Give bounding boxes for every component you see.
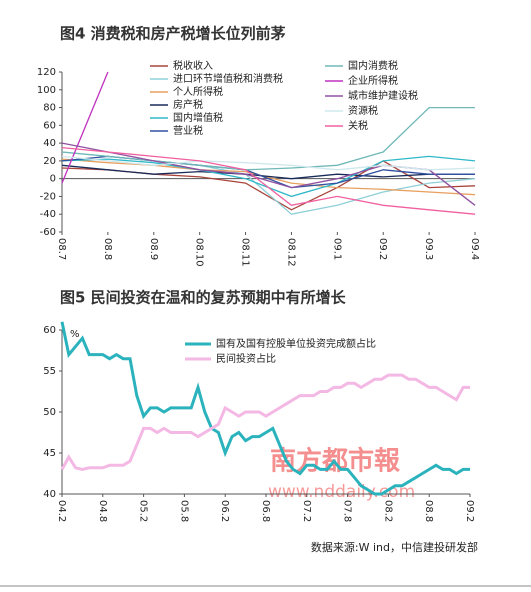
series-line <box>61 158 476 196</box>
legend-label: 税收收入 <box>173 59 213 72</box>
chart-title: 图5 民间投资在温和的复苏预期中有所增长 <box>60 289 347 307</box>
legend-label: 国内增值税 <box>173 111 223 124</box>
legend-label: 进口环节增值税和消费税 <box>173 72 283 85</box>
y-tick-label: 0 <box>50 174 56 185</box>
x-tick-label: 09.3 <box>423 238 434 260</box>
series-line <box>61 71 109 184</box>
legend-label: 企业所得税 <box>348 74 398 87</box>
y-tick-label: 120 <box>37 67 56 78</box>
legend-label: 城市维护建设税 <box>348 89 418 102</box>
x-tick-label: 04.8 <box>97 500 108 522</box>
series-line <box>61 155 476 171</box>
y-tick-label: -40 <box>40 209 56 220</box>
x-tick-label: 09.2 <box>464 500 475 522</box>
series-line <box>60 373 470 471</box>
y-tick-label: 40 <box>43 489 56 500</box>
legend-label: 资源税 <box>348 104 378 117</box>
x-tick-label: 04.2 <box>56 500 67 522</box>
y-tick-label: 50 <box>43 407 56 418</box>
x-tick-label: 08.10 <box>194 238 205 267</box>
x-tick-label: 09.1 <box>331 238 342 260</box>
x-tick-label: 09.2 <box>377 238 388 260</box>
legend-label: 关税 <box>348 119 368 132</box>
x-tick-label: 08.8 <box>423 500 434 522</box>
y-tick-label: 80 <box>43 103 56 114</box>
y-tick-label: 40 <box>43 138 56 149</box>
y-tick-label: -60 <box>40 227 56 238</box>
y-tick-label: 20 <box>43 156 56 167</box>
series-line <box>61 164 475 180</box>
x-tick-label: 07.8 <box>342 500 353 522</box>
x-tick-label: 08.8 <box>102 238 113 260</box>
x-tick-label: 06.2 <box>219 500 230 522</box>
legend-label: 国有及国有控股单位投资完成额占比 <box>216 337 376 350</box>
series-line <box>61 151 476 215</box>
x-tick-label: 05.8 <box>178 500 189 522</box>
x-tick-label: 05.2 <box>138 500 149 522</box>
y-tick-label: 100 <box>37 85 56 96</box>
x-tick-label: 09.4 <box>469 238 480 260</box>
watermark-url: www.nddaily.com <box>268 482 415 502</box>
y-tick-label: 60 <box>43 120 56 131</box>
y-tick-label: 55 <box>43 366 56 377</box>
y-axis-label: % <box>70 329 80 340</box>
source: 数据来源:W ind，中信建投研发部 <box>311 540 478 554</box>
legend-label: 个人所得税 <box>173 85 223 98</box>
y-tick-label: -20 <box>40 191 56 202</box>
legend-label: 房产税 <box>173 98 203 111</box>
legend-label: 营业税 <box>173 124 203 137</box>
legend-label: 国内消费税 <box>348 59 398 72</box>
x-tick-label: 08.11 <box>240 238 251 267</box>
series-line <box>61 106 475 171</box>
x-tick-label: 08.2 <box>382 500 393 522</box>
series-line <box>60 321 470 496</box>
x-tick-label: 08.12 <box>285 238 296 267</box>
x-tick-label: 07.2 <box>301 500 312 522</box>
y-tick-label: 60 <box>43 325 56 336</box>
x-tick-label: 08.9 <box>148 238 159 260</box>
x-tick-label: 06.8 <box>260 500 271 522</box>
legend-label: 民间投资占比 <box>216 352 276 365</box>
series-line <box>61 155 475 189</box>
y-tick-label: 45 <box>43 448 56 459</box>
x-tick-label: 08.7 <box>56 238 67 260</box>
chart-title: 图4 消费税和房产税增长位列前茅 <box>60 25 286 43</box>
series-line <box>61 146 476 215</box>
